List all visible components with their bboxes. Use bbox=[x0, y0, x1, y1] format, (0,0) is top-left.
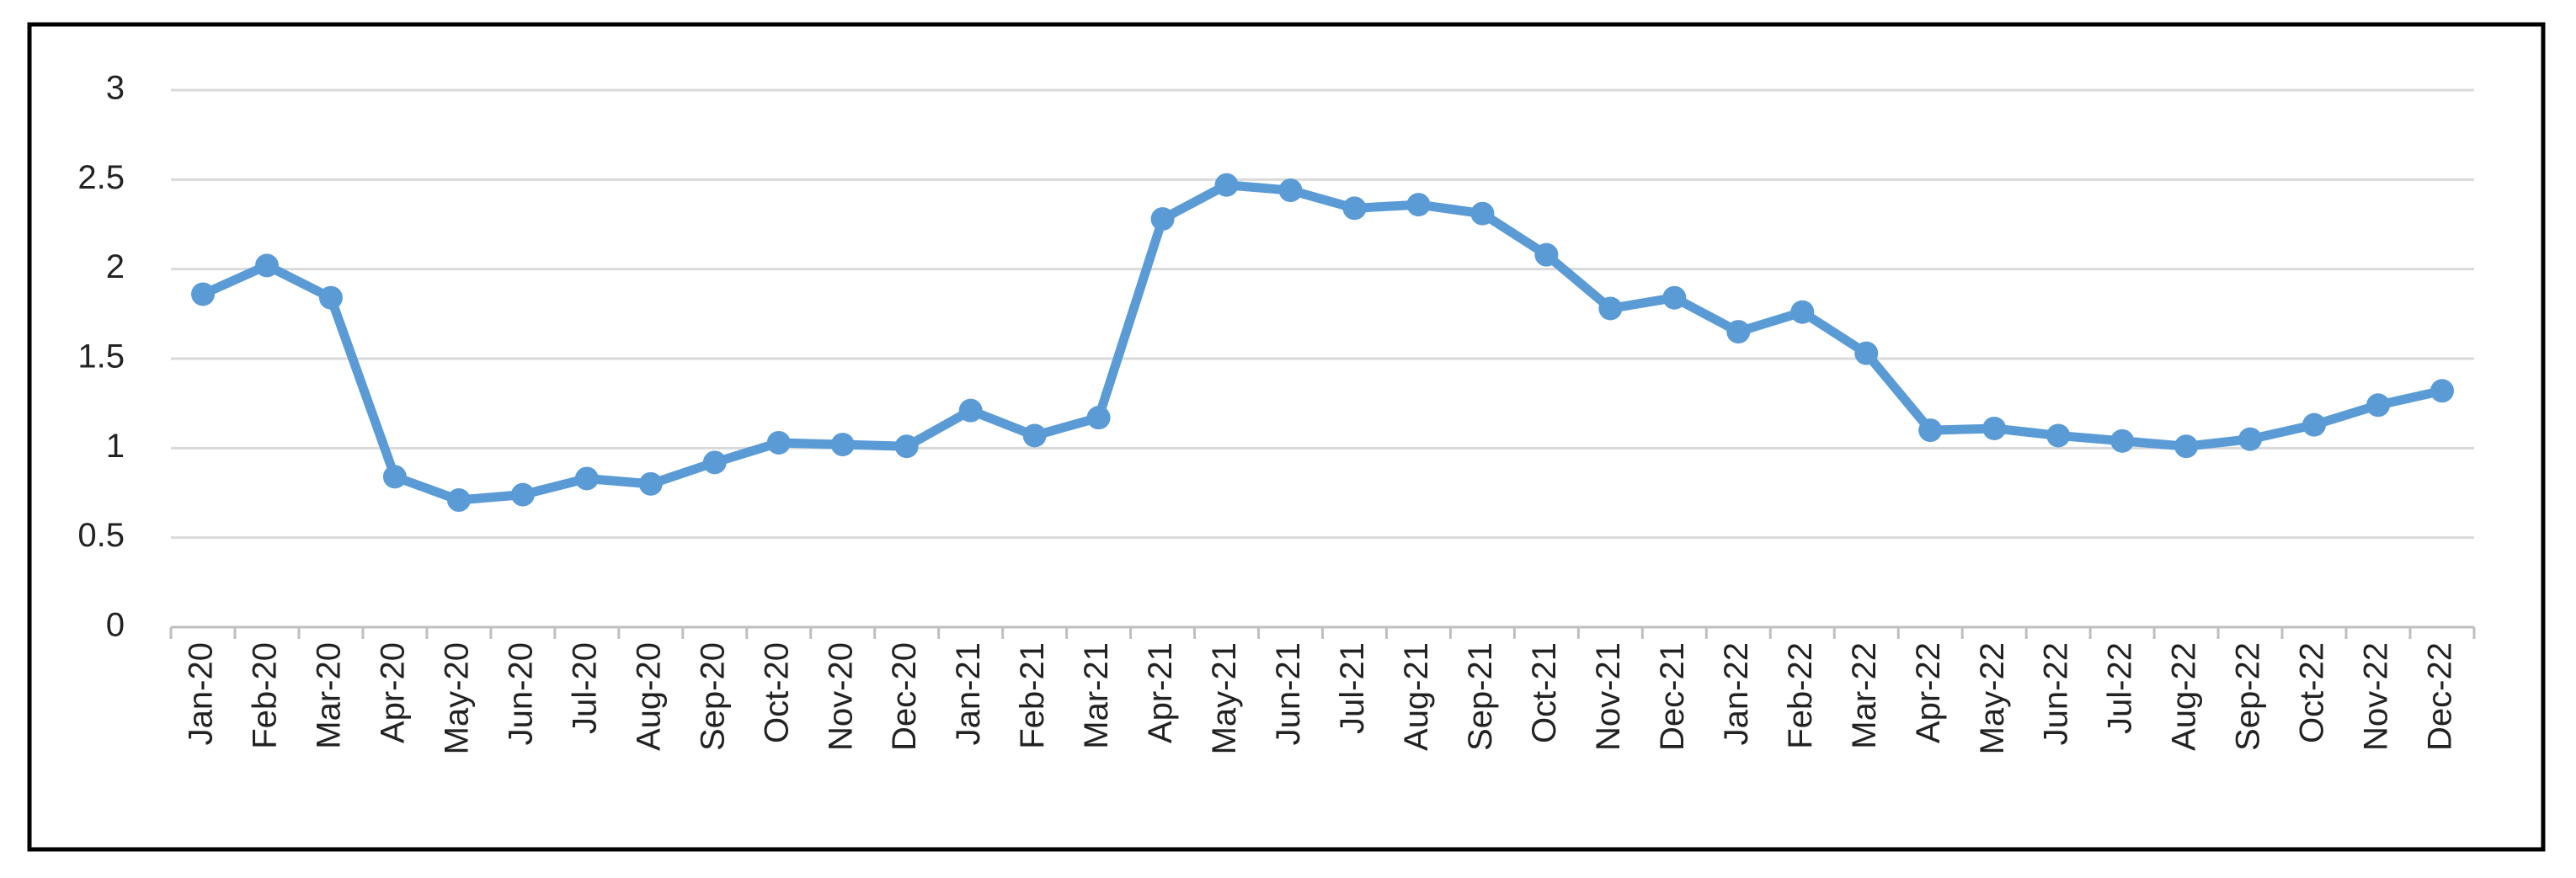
x-tick-label: Jun-22 bbox=[2038, 642, 2075, 745]
data-point bbox=[190, 282, 215, 306]
data-point bbox=[318, 285, 343, 310]
x-tick-label: Jul-21 bbox=[1334, 642, 1371, 734]
x-tick-label: Apr-21 bbox=[1142, 642, 1179, 743]
data-point bbox=[1150, 207, 1175, 231]
data-point bbox=[1662, 285, 1687, 310]
x-tick-label: Nov-21 bbox=[1590, 642, 1627, 751]
x-tick-label: Mar-20 bbox=[310, 642, 347, 749]
data-point bbox=[2046, 423, 2071, 448]
x-tick-label: Dec-21 bbox=[1654, 642, 1691, 751]
x-tick-label: Jan-22 bbox=[1718, 642, 1755, 745]
data-point bbox=[638, 471, 663, 496]
data-point bbox=[1982, 416, 2007, 440]
x-tick-label: Feb-20 bbox=[247, 642, 284, 749]
data-point bbox=[2174, 434, 2199, 459]
x-tick-label: Aug-22 bbox=[2166, 642, 2203, 751]
data-point bbox=[1854, 341, 1879, 365]
x-tick-label: May-21 bbox=[1206, 642, 1243, 754]
x-tick-label: Mar-21 bbox=[1078, 642, 1115, 749]
data-point bbox=[1790, 300, 1815, 324]
x-tick-label: Jan-20 bbox=[183, 642, 220, 745]
data-point bbox=[766, 430, 791, 455]
y-tick-label: 1 bbox=[106, 428, 125, 465]
x-tick-label: Nov-22 bbox=[2358, 642, 2395, 751]
data-point bbox=[574, 466, 599, 491]
data-point bbox=[2430, 379, 2455, 403]
y-tick-label: 1.5 bbox=[77, 338, 125, 375]
x-tick-label: Jun-20 bbox=[502, 642, 539, 745]
data-point bbox=[1342, 196, 1367, 221]
x-tick-label: Jan-21 bbox=[950, 642, 987, 745]
data-point bbox=[1406, 193, 1431, 217]
x-tick-label: Sep-20 bbox=[694, 642, 731, 751]
y-tick-label: 2 bbox=[106, 248, 125, 285]
x-tick-label: Aug-20 bbox=[630, 642, 667, 751]
x-tick-label: Jul-22 bbox=[2102, 642, 2139, 734]
x-tick-label: Sep-22 bbox=[2230, 642, 2267, 751]
data-point bbox=[2302, 412, 2327, 437]
x-tick-label: Apr-20 bbox=[374, 642, 411, 743]
data-point bbox=[382, 465, 407, 489]
data-point bbox=[1214, 173, 1239, 197]
x-tick-label: Mar-22 bbox=[1846, 642, 1883, 749]
x-tick-label: Aug-21 bbox=[1398, 642, 1435, 751]
x-tick-label: Sep-21 bbox=[1462, 642, 1499, 751]
x-tick-label: Feb-22 bbox=[1782, 642, 1819, 749]
x-tick-label: Apr-22 bbox=[1910, 642, 1947, 743]
data-point bbox=[1534, 242, 1559, 267]
x-tick-label: Jun-21 bbox=[1270, 642, 1307, 745]
data-point bbox=[1598, 296, 1623, 321]
data-point bbox=[1022, 423, 1047, 448]
x-tick-label: Dec-22 bbox=[2422, 642, 2459, 751]
data-point bbox=[702, 450, 727, 475]
y-tick-label: 0 bbox=[106, 607, 125, 644]
y-tick-label: 0.5 bbox=[77, 517, 125, 554]
data-point bbox=[1086, 406, 1111, 430]
data-point bbox=[446, 488, 471, 513]
x-tick-label: Feb-21 bbox=[1014, 642, 1051, 749]
data-point bbox=[2366, 393, 2391, 418]
data-point bbox=[1470, 201, 1495, 226]
data-point bbox=[1278, 178, 1303, 203]
x-tick-label: Jul-20 bbox=[566, 642, 603, 734]
y-tick-label: 2.5 bbox=[77, 159, 125, 196]
x-tick-label: Oct-21 bbox=[1526, 642, 1563, 743]
x-tick-label: Oct-22 bbox=[2294, 642, 2331, 743]
data-point bbox=[254, 253, 279, 278]
x-tick-label: Oct-20 bbox=[758, 642, 795, 743]
data-point bbox=[1918, 418, 1943, 443]
data-point bbox=[2238, 427, 2263, 451]
x-tick-label: May-20 bbox=[438, 642, 475, 754]
y-tick-label: 3 bbox=[106, 70, 125, 107]
x-tick-label: May-22 bbox=[1974, 642, 2011, 754]
data-point bbox=[1726, 320, 1751, 344]
x-tick-label: Nov-20 bbox=[822, 642, 859, 751]
data-point bbox=[894, 434, 919, 459]
data-point bbox=[830, 433, 855, 457]
data-point bbox=[2110, 428, 2135, 453]
data-point bbox=[510, 482, 535, 507]
x-tick-label: Dec-20 bbox=[886, 642, 923, 751]
data-point bbox=[958, 398, 983, 423]
